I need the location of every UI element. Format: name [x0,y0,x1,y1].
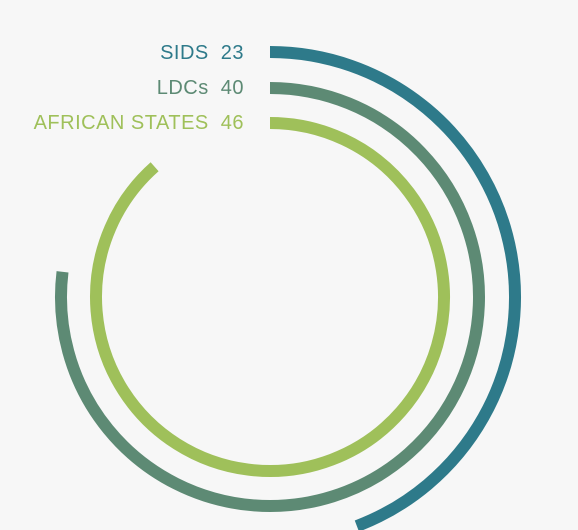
arc-sids [269,46,522,530]
legend-label-african-states: AFRICAN STATES [33,111,209,134]
arc-ldcs [55,82,485,512]
legend-item-african-states: AFRICAN STATES 46 [34,111,244,135]
legend-value-sids: 23 [220,41,244,64]
legend-item-ldcs: LDCs 40 [157,76,244,100]
legend-label-sids: SIDS [160,41,209,64]
legend-item-sids: SIDS 23 [160,41,244,65]
legend-value-african-states: 46 [220,111,244,134]
arc-african-states [90,117,450,477]
legend-value-ldcs: 40 [220,76,244,99]
legend-label-ldcs: LDCs [156,76,209,99]
